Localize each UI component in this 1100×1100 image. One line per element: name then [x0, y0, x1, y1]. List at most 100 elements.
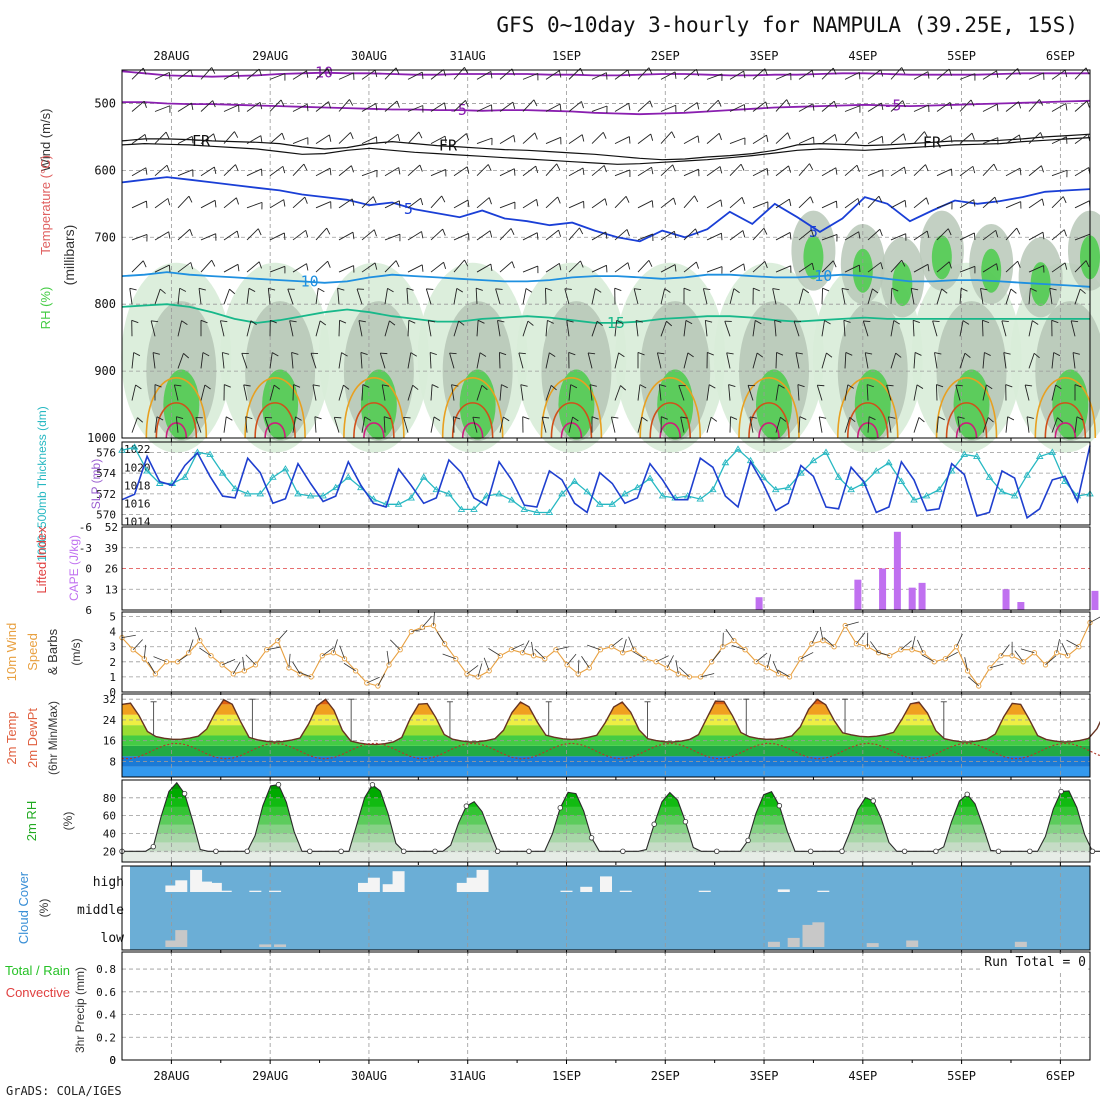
wind-barb-flag: [466, 133, 469, 141]
thickness-marker: [922, 492, 931, 499]
wind-barb-flag: [248, 287, 256, 293]
cloud-high-bar: [560, 890, 573, 892]
slp-tick-label: 1014: [124, 515, 151, 528]
wind-barb-flag: [190, 262, 194, 270]
wind-barb: [200, 199, 216, 209]
wind-barb: [430, 102, 445, 112]
bottom-date-label: 6SEP: [1046, 1069, 1075, 1083]
wind-barb: [522, 99, 535, 112]
isotherm-30: [955, 422, 978, 439]
wind-barb-flag: [211, 259, 216, 267]
wind-barb-flag: [651, 200, 654, 208]
isotherm-label: FR: [923, 133, 942, 151]
wind-barb: [522, 232, 538, 241]
wind-barb: [1051, 103, 1067, 112]
wind-barb: [821, 320, 825, 337]
wind-barb-flag: [778, 384, 785, 389]
axis-label: (%): [37, 899, 51, 918]
wind-barb: [752, 101, 767, 112]
cloud-high-bar: [209, 882, 222, 892]
surface-wind-barb: [856, 632, 866, 644]
wind-barb: [246, 228, 259, 241]
surface-wind-barb: [245, 654, 256, 666]
wind-barb: [683, 168, 699, 177]
chart-title: GFS 0~10day 3-hourly for NAMPULA (39.25E…: [496, 13, 1078, 37]
wind-barb: [522, 288, 527, 305]
wind-barb-flag: [802, 288, 810, 294]
axis-label: Cloud Cover: [16, 871, 31, 944]
run-total-text: Run Total = 0: [984, 955, 1086, 970]
wind-barb: [522, 265, 539, 273]
axis-label: Lifted Index: [34, 526, 49, 594]
wind-barb-flag: [527, 320, 534, 326]
wind-barb: [936, 416, 939, 433]
wind-barb: [568, 416, 574, 433]
wind-barb-flag: [144, 134, 148, 142]
wind-barb: [1074, 133, 1089, 144]
cloud-low-bar: [259, 944, 272, 947]
cloud-low-bar: [274, 944, 287, 947]
li-tick-label: -6: [79, 521, 92, 534]
surface-wind-barb: [921, 654, 935, 663]
rh-shade-upper-green: [892, 262, 913, 307]
wind-barb-flag: [236, 197, 239, 205]
temp-tick-label: 16: [103, 735, 116, 748]
wind-barb: [706, 132, 720, 144]
wind-barb: [568, 200, 584, 209]
wind-barb-flag: [477, 319, 485, 324]
wind-barb-flag: [487, 164, 492, 171]
wind-barb-flag: [996, 70, 999, 78]
axis-label: RH (%): [38, 287, 53, 330]
wind-barb-flag: [865, 352, 873, 355]
wind-barb: [660, 71, 676, 80]
wind-barb-flag: [925, 164, 929, 172]
thickness-marker: [369, 495, 378, 502]
wind-barb-flag: [657, 352, 665, 355]
wind-barb: [518, 352, 524, 369]
axis-label: (6hr Min/Max): [46, 701, 60, 775]
wind-barb: [656, 352, 662, 369]
cloud-high-bar: [580, 886, 593, 892]
wind-barb: [246, 101, 261, 112]
wind-barb-flag: [373, 229, 377, 237]
wind-barb: [131, 100, 145, 112]
surface-wind-barb: [343, 662, 356, 672]
wind-barb: [982, 417, 989, 433]
surface-wind-barb: [819, 626, 824, 641]
precip-tick-label: 0: [109, 1054, 116, 1067]
wind-barb: [223, 197, 237, 209]
wind-barb: [154, 288, 161, 305]
wind-barb: [292, 384, 295, 401]
surface-wind-barb: [488, 648, 501, 657]
wind-barb-flag: [374, 262, 378, 270]
wind-barb-flag: [893, 320, 900, 325]
panel-frame: [121, 779, 1091, 863]
wind-barb: [591, 231, 607, 241]
surface-wind-barb: [766, 654, 772, 668]
wind-barb: [844, 105, 861, 112]
wind-barb-flag: [237, 264, 240, 272]
wind-barb: [729, 288, 735, 305]
surface-wind-barb: [725, 628, 735, 641]
wind-barb-flag: [938, 416, 945, 421]
wind-barb: [292, 137, 309, 145]
wind-barb: [587, 352, 593, 369]
bottom-date-axis: 28AUG 29AUG 30AUG 31AUG 1SEP 2SEP 3SEP 4SEP 5SEP…: [153, 1069, 1074, 1083]
wind-barb-flag: [151, 320, 159, 323]
wind-barb: [890, 259, 903, 273]
isotherm-line: [121, 133, 1091, 161]
wind-barb-flag: [856, 165, 860, 172]
wind-barb: [453, 259, 465, 273]
wind-barb: [177, 262, 192, 273]
wind-barb: [637, 384, 641, 401]
wind-barb: [683, 135, 699, 144]
rh-shade-upper-green: [852, 248, 873, 293]
wind-barb: [678, 385, 685, 401]
wind-barb: [453, 166, 468, 177]
wind-barb-flag: [421, 231, 424, 239]
wind-barb: [614, 262, 629, 273]
wind-barb: [706, 266, 723, 273]
wind-barb-flag: [858, 265, 861, 273]
wind-barb-flag: [955, 384, 963, 387]
rh-marker: [494, 848, 501, 855]
